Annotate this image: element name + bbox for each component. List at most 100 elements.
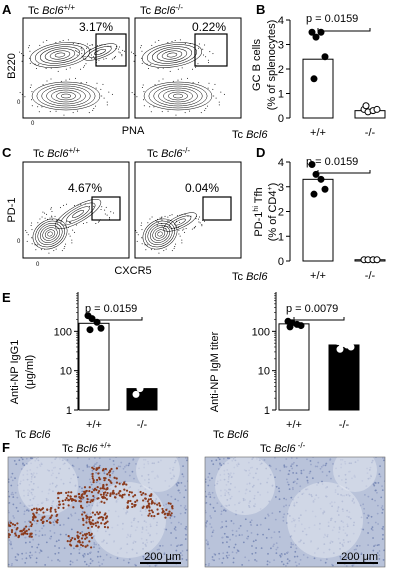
outlier-dot [204, 44, 205, 45]
nucleus-dot [84, 554, 86, 556]
outlier-dot [91, 55, 92, 56]
outlier-dot [172, 41, 173, 42]
stained-cell [110, 492, 112, 494]
nucleus-dot [21, 553, 23, 555]
nucleus-dot [359, 545, 361, 547]
data-point [94, 319, 100, 325]
nucleus-dot [43, 525, 45, 527]
stained-cell [58, 501, 60, 503]
outlier-dot [51, 211, 52, 212]
contour-line [159, 88, 198, 104]
nucleus-dot [59, 524, 61, 526]
outlier-dot [78, 43, 79, 44]
outlier-dot [185, 43, 186, 44]
contour-line [162, 50, 183, 61]
outlier-dot [101, 206, 102, 207]
outlier-dot [101, 96, 102, 97]
x-tick-label: +/+ [86, 419, 102, 431]
x-tick-label: -/- [339, 419, 350, 431]
nucleus-dot [185, 534, 187, 536]
stained-cell [128, 494, 130, 496]
panel-a-ylabel: B220 [6, 53, 18, 79]
data-point [318, 176, 324, 182]
outlier-dot [99, 221, 100, 222]
stained-cell [104, 514, 106, 516]
nucleus-dot [292, 487, 294, 489]
nucleus-dot [220, 527, 222, 529]
panel-d-genotype: Tc Bcl6 [232, 271, 268, 283]
follicle-area [90, 482, 166, 558]
outlier-dot [63, 115, 64, 116]
outlier-dot [141, 237, 142, 238]
nucleus-dot [235, 535, 237, 537]
nucleus-dot [383, 459, 385, 461]
panel-c-zero-x: 0 [36, 262, 40, 268]
nucleus-dot [98, 561, 100, 563]
nucleus-dot [267, 553, 269, 555]
panel-e-letter: E [2, 290, 11, 305]
stained-cell [145, 493, 147, 495]
outlier-dot [197, 63, 198, 64]
outlier-dot [63, 40, 64, 41]
stained-cell [95, 525, 97, 527]
nucleus-dot [366, 517, 368, 519]
stained-cell [102, 519, 104, 521]
contour-line [34, 42, 86, 69]
x-tick-label: -/- [365, 270, 376, 282]
nucleus-dot [94, 457, 96, 459]
nucleus-dot [310, 460, 312, 462]
nucleus-dot [175, 526, 177, 528]
nucleus-dot [289, 488, 291, 490]
nucleus-dot [16, 497, 18, 499]
nucleus-dot [378, 473, 380, 475]
contours-a [19, 39, 225, 116]
outlier-dot [78, 204, 79, 205]
stained-cell [170, 503, 172, 505]
histology-image-wt [7, 448, 189, 567]
stained-cell [134, 501, 136, 503]
nucleus-dot [170, 522, 172, 524]
nucleus-dot [208, 548, 210, 550]
nucleus-dot [381, 507, 383, 509]
stained-cell [92, 495, 94, 497]
nucleus-dot [123, 468, 125, 470]
nucleus-dot [17, 554, 19, 556]
outlier-dot [181, 242, 182, 243]
stained-cell [104, 497, 106, 499]
outlier-dot [37, 222, 38, 223]
nucleus-dot [283, 498, 285, 500]
outlier-dot [19, 52, 20, 53]
outlier-dot [29, 45, 30, 46]
outlier-dot [203, 55, 204, 56]
stained-cell [113, 477, 115, 479]
nucleus-dot [14, 526, 16, 528]
panel-f-letter: F [2, 440, 10, 455]
nucleus-dot [300, 559, 302, 561]
data-point [133, 391, 139, 397]
nucleus-dot [30, 457, 32, 459]
outlier-dot [50, 218, 51, 219]
outlier-dot [75, 78, 76, 79]
follicle-area [136, 448, 180, 492]
stained-cell [56, 521, 58, 523]
stained-cell [97, 472, 99, 474]
stained-cell [119, 490, 121, 492]
stained-cell [77, 536, 79, 538]
panel-c-letter: C [2, 145, 12, 160]
nucleus-dot [31, 554, 33, 556]
outlier-dot [65, 226, 66, 227]
nucleus-dot [245, 518, 247, 520]
stained-cell [81, 513, 83, 515]
y-tick-label: 3 [278, 40, 284, 52]
nucleus-dot [12, 479, 14, 481]
nucleus-dot [378, 554, 380, 556]
data-point [374, 106, 380, 112]
stained-cell [171, 505, 173, 507]
outlier-dot [39, 111, 40, 112]
y-tick-label: 4 [278, 15, 284, 27]
nucleus-dot [80, 547, 82, 549]
data-point [137, 386, 143, 392]
stained-cell [67, 540, 69, 542]
nucleus-dot [294, 551, 296, 553]
nucleus-dot [178, 522, 180, 524]
